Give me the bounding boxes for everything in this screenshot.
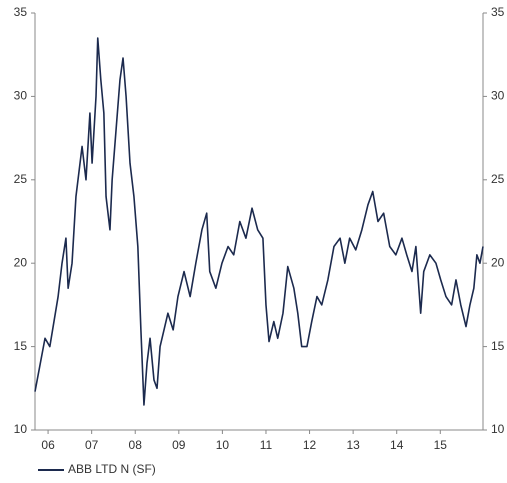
y-tick-label: 25 [14, 172, 28, 186]
y-tick-label: 20 [14, 255, 28, 269]
x-tick-label: 08 [129, 438, 143, 452]
y2-tick-label: 30 [491, 89, 505, 103]
x-tick-label: 14 [390, 438, 404, 452]
y-tick-label: 15 [14, 339, 28, 353]
y-tick-label: 35 [14, 5, 28, 19]
y2-tick-label: 10 [491, 422, 505, 436]
y2-tick-label: 20 [491, 255, 505, 269]
x-tick-label: 07 [85, 438, 99, 452]
x-tick-label: 10 [216, 438, 230, 452]
x-tick-label: 13 [346, 438, 360, 452]
y-tick-label: 30 [14, 89, 28, 103]
y2-tick-label: 25 [491, 172, 505, 186]
y2-tick-label: 35 [491, 5, 505, 19]
x-tick-label: 12 [303, 438, 317, 452]
series-line [34, 37, 484, 406]
x-tick-label: 06 [41, 438, 55, 452]
x-tick-label: 15 [434, 438, 448, 452]
y2-tick-label: 15 [491, 339, 505, 353]
legend-label: ABB LTD N (SF) [68, 462, 156, 476]
x-tick-label: 11 [260, 438, 273, 452]
x-tick-label: 09 [172, 438, 186, 452]
y-tick-label: 10 [14, 422, 28, 436]
